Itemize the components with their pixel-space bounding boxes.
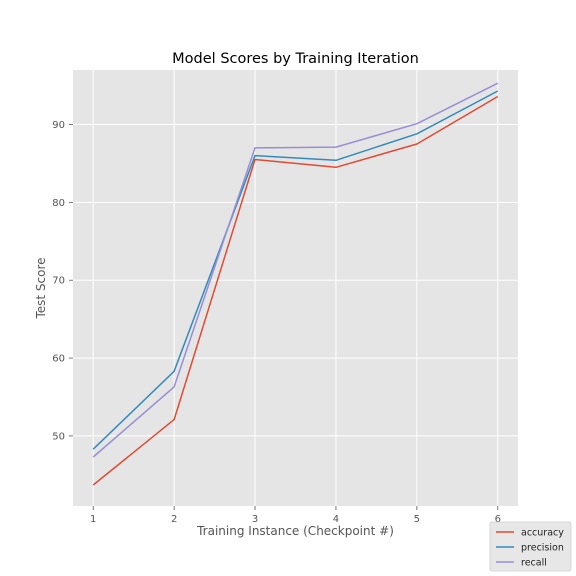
series-line-precision: [92, 90, 499, 450]
grid-lines: [73, 70, 518, 506]
y-tick-label: 60: [52, 354, 65, 365]
x-tick-label: 3: [252, 514, 258, 525]
y-axis-label: Test Score: [34, 257, 48, 319]
x-tick-label: 4: [333, 514, 339, 525]
legend-label-recall: recall: [521, 558, 547, 569]
plot-area: [73, 70, 518, 506]
legend-label-precision: precision: [521, 543, 564, 554]
x-tick-label: 2: [171, 514, 177, 525]
y-tick-label: 90: [52, 120, 65, 131]
legend: accuracy precision recall: [489, 521, 572, 572]
x-axis-ticks: 1 2 3 4 5 6: [90, 506, 501, 525]
y-tick-label: 80: [52, 198, 65, 209]
y-tick-label: 70: [52, 276, 65, 287]
legend-label-accuracy: accuracy: [521, 528, 564, 539]
x-axis-label: Training Instance (Checkpoint #): [196, 524, 394, 538]
y-tick-label: 50: [52, 431, 65, 442]
x-tick-label: 6: [495, 514, 501, 525]
legend-box: [489, 521, 572, 572]
chart-title: Model Scores by Training Iteration: [172, 51, 419, 67]
series-lines: [92, 82, 499, 486]
series-line-accuracy: [92, 95, 499, 486]
y-axis-ticks: 50 60 70 80 90: [52, 120, 73, 442]
x-tick-label: 1: [90, 514, 96, 525]
series-line-recall: [92, 82, 499, 458]
x-tick-label: 5: [414, 514, 420, 525]
